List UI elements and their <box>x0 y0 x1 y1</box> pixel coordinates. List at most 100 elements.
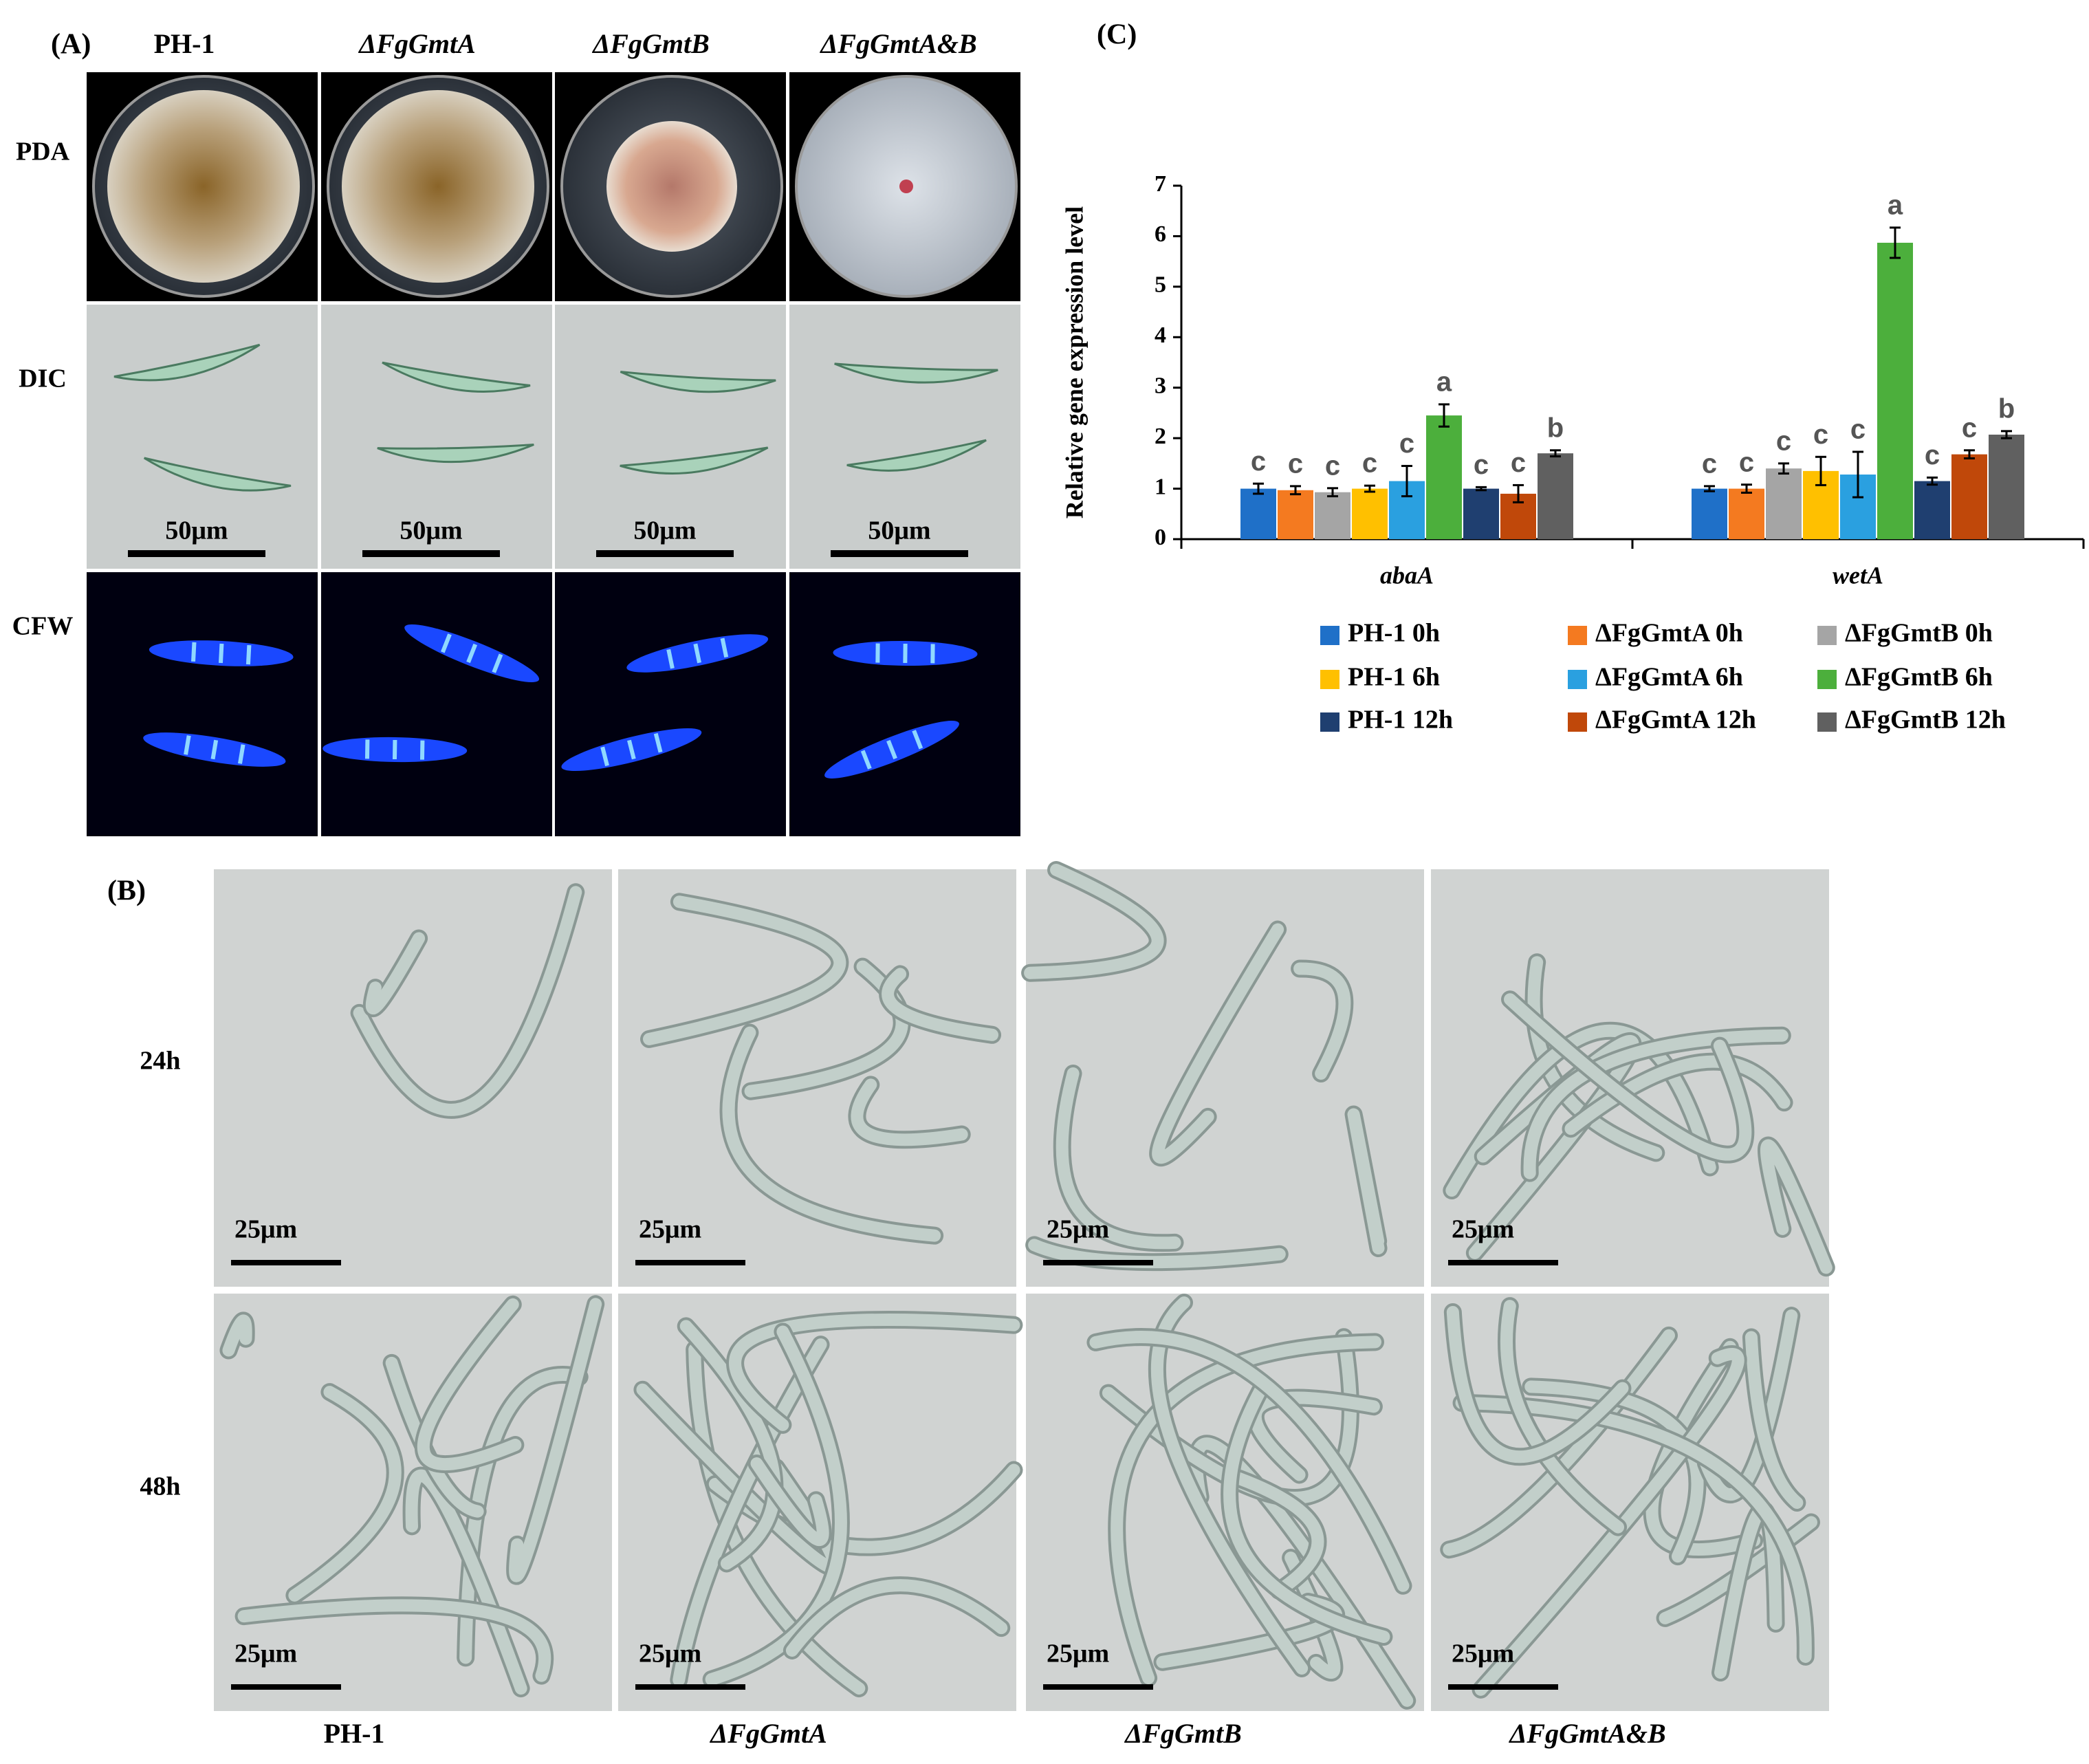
legend-label: ΔFgGmtA 12h <box>1595 706 1756 734</box>
hypha <box>1745 1331 1804 1510</box>
conidium <box>113 343 261 382</box>
septum <box>466 643 478 664</box>
significance-letter: c <box>1288 448 1303 479</box>
septum <box>666 649 675 669</box>
significance-letter: b <box>1998 393 2015 424</box>
legend-swatch <box>1817 626 1837 645</box>
significance-letter: b <box>1547 413 1564 443</box>
error-bar <box>1364 484 1375 493</box>
error-bar <box>1327 487 1338 498</box>
hypha <box>353 886 582 1116</box>
legend-label: ΔFgGmtA 6h <box>1595 663 1743 692</box>
column-label: ΔFgGmtA&B <box>819 28 976 59</box>
error-bar <box>1704 485 1715 492</box>
hypha <box>679 1320 781 1570</box>
hypha <box>750 1457 829 1547</box>
error-bar <box>1439 403 1450 428</box>
error-bar <box>1476 486 1487 492</box>
conidium <box>620 446 769 475</box>
septum <box>627 739 636 760</box>
scale-bar-label: 25μm <box>1452 1640 1514 1668</box>
scale-bar-label: 25μm <box>639 1215 701 1244</box>
bar <box>1989 435 2024 539</box>
scale-bar-label: 50μm <box>400 516 462 545</box>
hypha <box>1564 1055 1791 1135</box>
hypha <box>729 1313 1020 1431</box>
bar <box>1729 488 1764 539</box>
hyphae <box>1021 860 1388 1272</box>
bar <box>1692 488 1727 539</box>
legend-label: PH-1 12h <box>1348 706 1453 734</box>
hypha <box>1150 1296 1309 1675</box>
conidium <box>846 439 987 472</box>
legend-swatch <box>1320 670 1339 689</box>
significance-letter: c <box>1925 440 1940 470</box>
legend-label: ΔFgGmtB 6h <box>1845 663 1993 692</box>
hypha <box>1233 1472 1324 1597</box>
scale-bar-label: 50μm <box>868 516 930 545</box>
hyphae <box>1443 953 1835 1277</box>
hypha <box>1524 1380 1704 1563</box>
legend-label: ΔFgGmtB 0h <box>1845 619 1993 648</box>
bar <box>1352 488 1388 539</box>
hypha <box>882 968 999 1041</box>
hypha <box>785 1579 1008 1657</box>
error-bar <box>1253 482 1264 495</box>
hypha <box>851 1078 968 1146</box>
y-tick-label: 7 <box>1155 171 1166 197</box>
photo <box>789 572 1020 836</box>
bar <box>1240 488 1276 539</box>
error-bar <box>2001 430 2012 439</box>
septum <box>886 739 897 760</box>
hypha <box>1156 1596 1342 1668</box>
photo <box>87 305 318 569</box>
septum <box>191 642 197 662</box>
significance-letter: c <box>1739 447 1754 477</box>
x-tick-label: abaA <box>1380 561 1434 589</box>
error-bar <box>1964 449 1975 460</box>
hypha <box>643 895 846 1045</box>
bar <box>1426 415 1462 539</box>
bar <box>1914 481 1950 539</box>
conidium <box>824 721 959 778</box>
hypha <box>722 1026 941 1242</box>
hyphae <box>640 893 1002 1245</box>
significance-letter: c <box>1474 450 1489 480</box>
photo <box>321 305 552 569</box>
error-bar <box>1890 226 1901 259</box>
bar <box>1877 242 1913 539</box>
panel-label: (C) <box>1097 19 1137 51</box>
bar <box>1538 453 1573 539</box>
septum <box>245 644 252 665</box>
hypha <box>1760 1139 1833 1274</box>
y-tick-label: 4 <box>1155 323 1166 348</box>
conidium <box>626 634 769 673</box>
significance-letter: a <box>1436 367 1452 398</box>
bar <box>1278 490 1313 539</box>
error-bar <box>1513 483 1524 503</box>
y-tick-label: 5 <box>1155 272 1166 298</box>
hyphae <box>1440 1297 1820 1699</box>
significance-letter: c <box>1362 448 1377 479</box>
septum <box>492 653 503 673</box>
y-axis-title: Relative gene expression level <box>1060 206 1088 519</box>
hypha <box>1645 1340 1761 1556</box>
septum <box>184 735 191 755</box>
photo <box>321 572 552 836</box>
hypha <box>672 1338 827 1686</box>
septum <box>693 643 701 664</box>
legend-swatch <box>1568 626 1587 645</box>
hypha <box>1056 1067 1181 1250</box>
septum <box>653 732 663 753</box>
significance-letter: c <box>1850 415 1866 445</box>
colony <box>107 90 300 283</box>
hypha <box>365 932 426 1015</box>
conidium <box>834 362 998 384</box>
error-bar <box>1401 465 1412 498</box>
conidium <box>322 737 468 763</box>
hypha <box>1024 863 1164 979</box>
legend-swatch <box>1320 712 1339 732</box>
column-label: PH-1 <box>324 1718 385 1749</box>
row-label: DIC <box>19 364 67 393</box>
